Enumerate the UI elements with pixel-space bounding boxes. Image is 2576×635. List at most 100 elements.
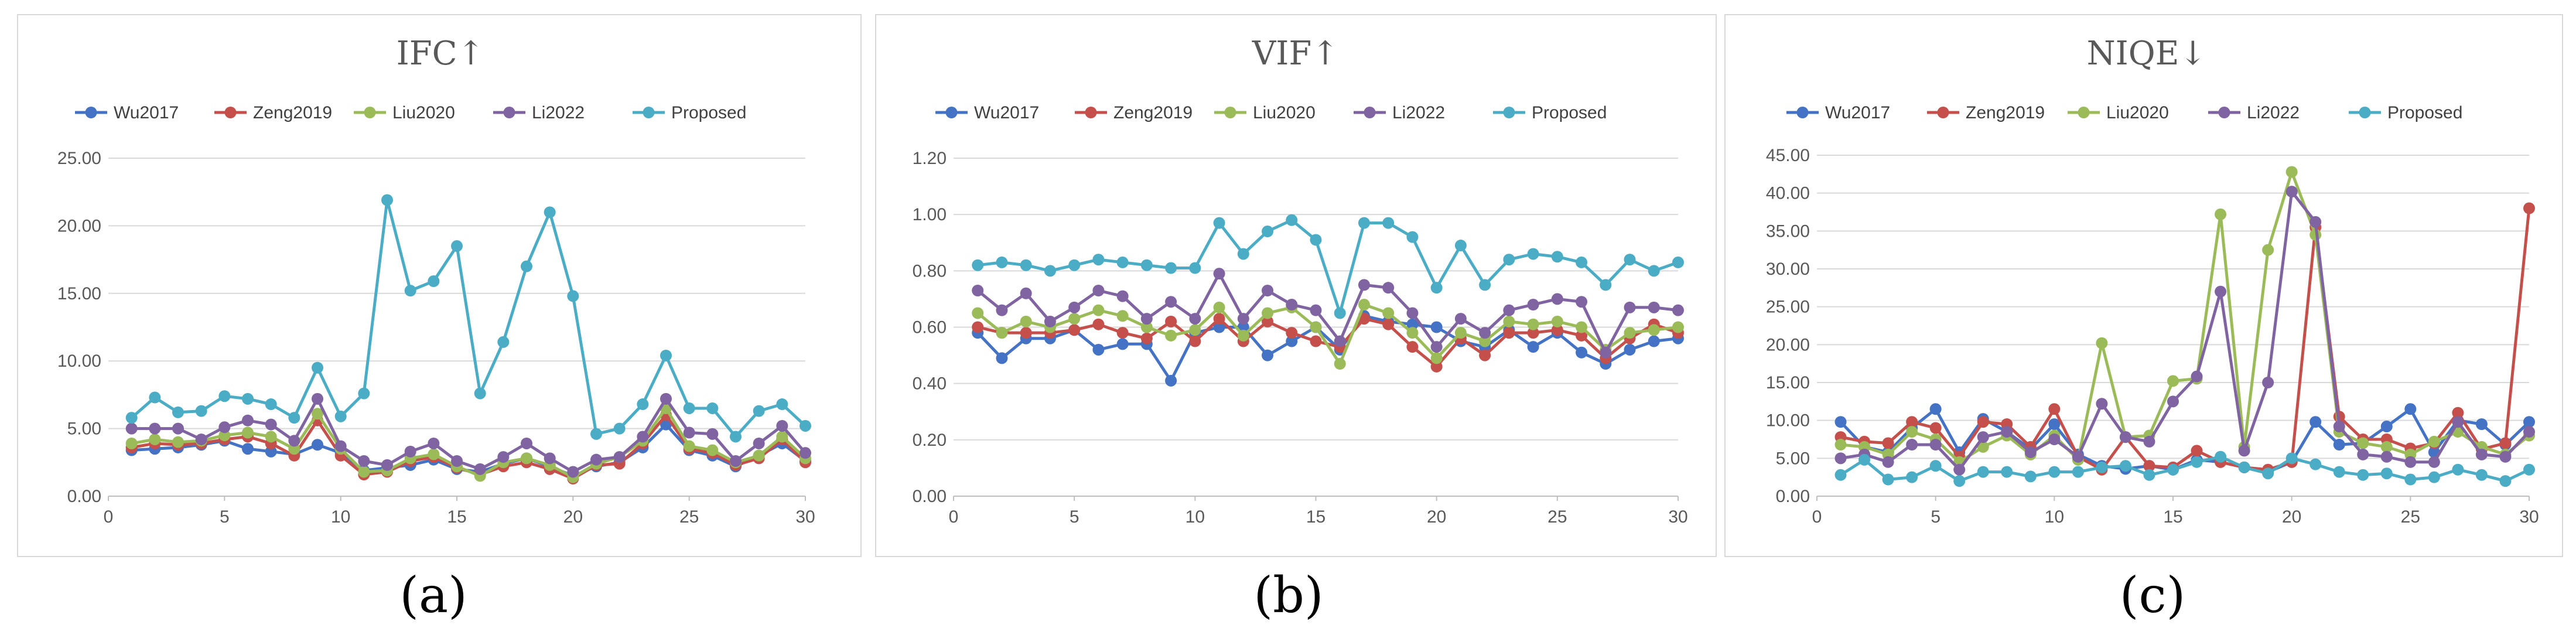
vif-ytick-label: 0.60 [913, 318, 947, 337]
niqe-point-wu2017 [2380, 421, 2393, 433]
ifc-point-li2022 [544, 452, 556, 465]
vif-point-zeng2019 [1262, 315, 1274, 327]
ifc-point-li2022 [776, 419, 788, 432]
ifc-legend-label-wu2017: Wu2017 [114, 103, 179, 122]
niqe-point-li2022 [2215, 285, 2227, 298]
niqe-point-li2022 [1906, 439, 1918, 451]
ifc-point-li2022 [660, 392, 672, 405]
ifc-point-proposed [428, 275, 440, 288]
vif-point-proposed [1020, 259, 1032, 271]
niqe-point-liu2020 [1906, 426, 1918, 438]
niqe-ytick-label: 20.00 [1766, 335, 1810, 354]
ifc-point-li2022 [195, 433, 207, 446]
ifc-point-liu2020 [428, 448, 440, 460]
vif-point-proposed [1165, 262, 1177, 274]
niqe-point-proposed [2096, 461, 2108, 473]
vif-point-liu2020 [1165, 329, 1177, 342]
vif-point-proposed [1600, 279, 1612, 291]
vif-point-wu2017 [1624, 343, 1636, 356]
ifc-point-li2022 [474, 463, 486, 475]
vif-legend-marker-liu2020 [1224, 107, 1236, 118]
chart-panel-ifc: IFC↑ 0.00 5.00 10.00 15.00 20.00 25.00 0 5 10 15 20… [17, 14, 862, 557]
niqe-point-proposed [2357, 469, 2369, 481]
vif-point-zeng2019 [1116, 327, 1129, 339]
ifc-point-li2022 [683, 426, 695, 439]
ifc-ytick-label: 15.00 [57, 284, 101, 303]
niqe-point-proposed [2452, 463, 2464, 476]
vif-point-zeng2019 [1430, 360, 1443, 373]
ifc-chart-frame [17, 14, 862, 557]
ifc-point-li2022 [613, 451, 626, 463]
vif-point-liu2020 [1479, 335, 1491, 347]
niqe-point-li2022 [2475, 448, 2488, 460]
ifc-point-proposed [334, 410, 347, 422]
vif-point-li2022 [1189, 313, 1201, 325]
niqe-ytick-label: 5.00 [1776, 449, 1810, 468]
vif-legend-marker-zeng2019 [1085, 107, 1097, 118]
niqe-point-li2022 [2024, 446, 2037, 458]
ifc-point-liu2020 [242, 426, 254, 439]
vif-point-li2022 [996, 304, 1008, 316]
vif-point-li2022 [1527, 299, 1539, 311]
vif-point-liu2020 [1551, 315, 1563, 327]
vif-point-li2022 [1382, 282, 1395, 294]
vif-point-liu2020 [1624, 327, 1636, 339]
vif-legend-marker-wu2017 [945, 107, 958, 118]
niqe-legend-marker-wu2017 [1796, 107, 1809, 118]
vif-point-li2022 [1140, 313, 1153, 325]
niqe-point-li2022 [1977, 431, 1989, 443]
vif-point-proposed [1358, 217, 1370, 229]
niqe-point-li2022 [1834, 452, 1847, 465]
ifc-point-li2022 [149, 422, 161, 435]
vif-point-zeng2019 [1286, 327, 1298, 339]
ifc-xtick-label: 10 [331, 507, 350, 527]
niqe-series-proposed [1834, 450, 2535, 487]
vif-point-liu2020 [1358, 299, 1370, 311]
ifc-point-li2022 [428, 437, 440, 449]
caption-c: (c) [2120, 566, 2186, 624]
chart-panel-niqe: NIQE↓ 0.00 5.00 10.00 15.00 20.00 25.00 30.00 35… [1724, 14, 2563, 557]
niqe-chart-title: NIQE↓ [2087, 35, 2207, 73]
ifc-point-proposed [776, 398, 788, 411]
niqe-point-proposed [2262, 467, 2274, 480]
niqe-point-wu2017 [1834, 416, 1847, 428]
ifc-point-li2022 [567, 466, 579, 478]
vif-point-proposed [1648, 265, 1660, 277]
vif-xtick-label: 30 [1668, 507, 1687, 527]
vif-point-zeng2019 [1310, 335, 1322, 347]
niqe-point-li2022 [1929, 439, 1942, 451]
vif-point-zeng2019 [1527, 327, 1539, 339]
niqe-point-li2022 [2357, 448, 2369, 460]
niqe-point-wu2017 [1929, 403, 1942, 415]
vif-point-li2022 [1672, 304, 1684, 316]
niqe-legend-label-wu2017: Wu2017 [1825, 103, 1890, 122]
niqe-point-wu2017 [2333, 439, 2345, 451]
niqe-ytick-label: 40.00 [1766, 184, 1810, 203]
niqe-point-zeng2019 [2143, 460, 2155, 472]
vif-point-proposed [1382, 217, 1395, 229]
ifc-point-proposed [218, 390, 231, 402]
ifc-point-liu2020 [125, 437, 138, 449]
vif-point-liu2020 [1527, 318, 1539, 330]
ifc-point-liu2020 [753, 449, 765, 462]
ifc-point-li2022 [242, 414, 254, 426]
niqe-point-proposed [1953, 475, 1966, 487]
ifc-series-li2022 [125, 392, 811, 478]
niqe-point-zeng2019 [2499, 437, 2512, 449]
ifc-point-proposed [404, 285, 416, 297]
ifc-point-proposed [381, 194, 393, 206]
niqe-point-liu2020 [1834, 439, 1847, 451]
vif-point-zeng2019 [1382, 318, 1395, 330]
ifc-legend-label-zeng2019: Zeng2019 [253, 103, 332, 122]
vif-point-proposed [1503, 254, 1515, 266]
ifc-xtick-label: 20 [563, 507, 583, 527]
vif-point-wu2017 [1116, 338, 1129, 350]
vif-point-li2022 [1020, 287, 1032, 299]
niqe-point-liu2020 [2428, 435, 2440, 448]
vif-ytick-label: 0.40 [913, 374, 947, 394]
ifc-point-proposed [312, 361, 323, 374]
vif-point-liu2020 [1672, 321, 1684, 333]
vif-point-proposed [972, 259, 984, 271]
vif-legend-label-liu2020: Liu2020 [1253, 103, 1316, 122]
niqe-point-proposed [1834, 469, 1847, 481]
